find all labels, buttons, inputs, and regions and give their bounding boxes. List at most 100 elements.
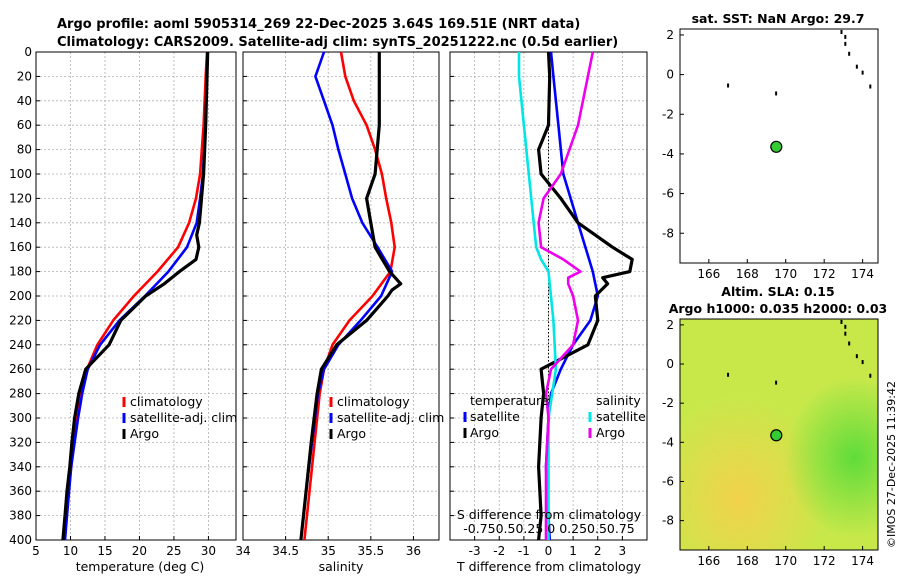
island [775,380,778,385]
island [861,70,864,75]
x-tick-label: -1 [518,544,530,558]
temperature-xlabel: temperature (deg C) [76,559,205,574]
y-tick-label: 2 [666,28,674,42]
difference-top-ticks: -0.750.50.25 0 0.250.50.75 [463,521,635,536]
y-tick-label: -2 [662,396,674,410]
legend-label: climatology [337,394,410,409]
y-tick-label: -6 [662,187,674,201]
y-tick-label: 260 [9,362,32,376]
y-tick-label: 300 [9,411,32,425]
x-tick-label: 168 [736,267,759,281]
island [848,341,851,346]
island [844,331,847,336]
temperature-panel: 5 10 15 20 25 3002040608010012014016018020022… [9,45,237,558]
argo-float-marker [770,140,783,153]
legend-header-salinity: salinity [596,393,641,408]
legend-label: satellite-adj. clim [130,410,237,425]
sla-map-panel: 166 168 170 172 174 -8 -6 -4 -2 0 2 [662,318,879,568]
y-tick-label: 0 [24,45,32,59]
x-tick-label: 3 [619,544,627,558]
figure-title-line2: Climatology: CARS2009. Satellite-adj cli… [57,35,618,50]
x-tick-label: 1 [569,544,577,558]
y-tick-label: 0 [666,68,674,82]
difference-xlabel: T difference from climatology [456,559,642,574]
y-tick-label: 20 [17,69,32,83]
y-tick-label: 160 [9,240,32,254]
island [855,354,858,359]
y-tick-label: 280 [9,387,32,401]
x-tick-label: 166 [697,554,720,568]
y-tick-label: 400 [9,533,32,547]
legend-label: climatology [130,394,203,409]
y-tick-label: 140 [9,216,32,230]
y-tick-label: -4 [662,147,674,161]
y-tick-label: 60 [17,118,32,132]
x-tick-label: 170 [774,554,797,568]
x-tick-label: 15 [97,544,112,558]
y-tick-label: 360 [9,484,32,498]
y-tick-label: 200 [9,289,32,303]
map-frame [679,318,879,551]
legend-label: Argo [596,425,625,440]
island [861,360,864,365]
x-tick-label: 20 [132,544,147,558]
y-tick-label: -6 [662,474,674,488]
sla-map-title-line1: Altim. SLA: 0.15 [721,284,834,299]
x-tick-label: 10 [63,544,78,558]
series-line-temperature-argo [536,51,634,541]
y-tick-label: -2 [662,107,674,121]
legend-label: Argo [130,426,159,441]
x-tick-label: 25 [166,544,181,558]
imos-timestamp: ©IMOS 27-Dec-2025 11:39:42 [885,381,898,548]
island [844,324,847,329]
island [775,91,778,96]
x-tick-label: 168 [736,554,759,568]
sla-map-title-line2: Argo h1000: 0.035 h2000: 0.03 [669,301,888,316]
island [844,34,847,39]
sst-map-panel: 166 168 170 172 174 -8 -6 -4 -2 0 2 [662,28,879,281]
legend-label: Argo [470,425,499,440]
legend-label: Argo [337,426,366,441]
series-line-salinity-argo [537,51,595,540]
y-tick-label: -8 [662,514,674,528]
x-tick-label: 5 [32,544,40,558]
legend-label: satellite [596,409,646,424]
x-tick-label: -3 [469,544,481,558]
y-tick-label: 220 [9,313,32,327]
series-line-argo [61,51,210,541]
y-tick-label: -4 [662,435,674,449]
y-tick-label: 0 [666,357,674,371]
x-tick-label: 170 [774,267,797,281]
x-tick-label: 35 [321,544,336,558]
y-tick-label: 2 [666,318,674,332]
salinity-panel: 34 34.5 35 35.5 36 climatologysatellite-adj. … [235,51,444,558]
y-tick-label: 320 [9,435,32,449]
difference-top-label: S difference from climatology [457,507,642,522]
x-tick-label: 2 [594,544,602,558]
island [844,41,847,46]
x-tick-label: 34 [235,544,250,558]
legend-header-temperature: temperature [470,393,549,408]
island [855,64,858,69]
x-tick-label: 174 [851,554,874,568]
island [727,83,730,88]
x-tick-label: 172 [813,554,836,568]
x-tick-label: -2 [493,544,505,558]
island [848,51,851,56]
island [840,29,843,34]
series-line-argo [299,52,403,541]
x-tick-label: 35.5 [357,544,384,558]
x-tick-label: 36 [406,544,421,558]
salinity-xlabel: salinity [319,559,364,574]
x-tick-label: 0 [545,544,553,558]
y-tick-label: 240 [9,338,32,352]
series-line-salinity-satellite [517,52,558,540]
x-tick-label: 34.5 [272,544,299,558]
y-tick-label: 340 [9,460,32,474]
island [840,319,843,324]
figure-title-line1: Argo profile: aoml 5905314_269 22-Dec-20… [57,17,580,32]
island [869,84,872,89]
x-tick-label: 174 [851,267,874,281]
island [869,373,872,378]
island [727,372,730,377]
